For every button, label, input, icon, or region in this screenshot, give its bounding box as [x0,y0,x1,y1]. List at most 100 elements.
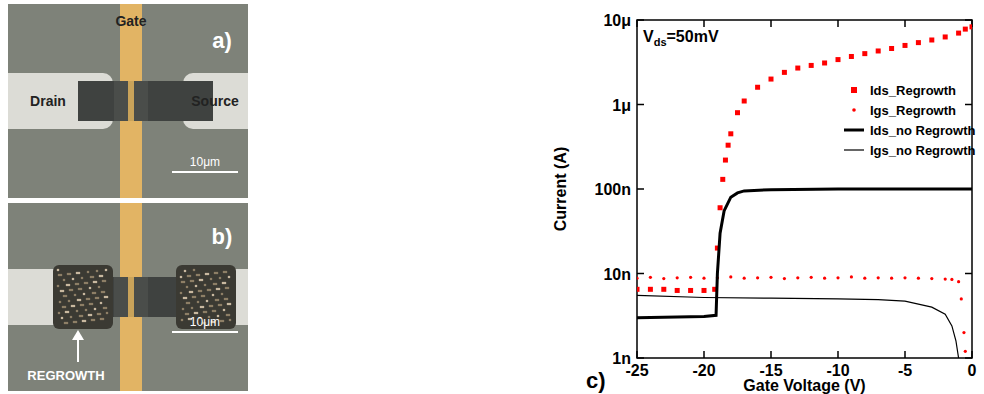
regrowth-texture [191,307,194,310]
data-point [795,66,800,71]
regrowth-texture [223,309,226,312]
regrowth-texture [186,286,189,289]
regrowth-texture [74,294,77,297]
regrowth-texture [90,276,93,279]
data-point [903,276,906,279]
legend-label: Igs_no Regrowth [870,143,976,158]
plot-data [637,24,972,358]
regrowth-texture [73,321,76,324]
regrowth-texture [226,314,229,317]
data-point [676,276,679,279]
y-axis-title: Current (A) [552,147,569,231]
data-point [889,46,894,51]
scale-bar [172,171,238,173]
data-point [702,277,705,280]
regrowth-texture [199,279,202,282]
y-tick [637,273,644,275]
regrowth-texture [92,292,95,295]
regrowth-texture [72,278,75,281]
data-point [783,277,786,280]
regrowth-texture [61,317,64,320]
regrowth-texture [96,270,99,273]
regrowth-texture [195,285,198,288]
regrowth-texture [57,285,60,288]
y-tick-label: 10μ [603,12,631,29]
regrowth-texture [58,312,61,315]
regrowth-texture [60,290,63,293]
regrowth-texture [68,300,71,303]
data-point [720,177,725,182]
data-point [836,276,839,279]
regrowth-texture [65,311,68,314]
annotation-tail: =50mV [667,28,719,45]
regrowth-texture [59,301,62,304]
scale-bar-label: 10μm [190,155,220,169]
regrowth-texture [57,269,60,272]
panel-label: b) [212,224,233,249]
data-point [769,77,774,82]
regrowth-texture [206,300,209,303]
regrowth-texture [197,301,200,304]
regrowth-texture [106,312,109,315]
series-line [637,295,959,358]
data-point [718,205,723,210]
scale-bar [172,331,238,333]
regrowth-texture [181,281,184,284]
regrowth-texture [76,310,79,313]
data-point [890,277,893,280]
data-point [943,34,948,39]
plot-frame [637,20,972,358]
regrowth-texture [181,319,184,322]
data-point [823,277,826,280]
micrograph-background [8,4,248,198]
regrowth-texture [212,310,215,313]
regrowth-texture [94,308,97,311]
regrowth-texture [99,275,102,278]
legend-swatch [851,87,857,93]
data-point [850,275,853,278]
regrowth-texture [196,274,199,277]
data-point [782,70,787,75]
data-point [956,31,961,36]
regrowth-texture [215,299,218,302]
data-point [662,277,665,280]
data-point [726,143,731,148]
data-point [809,63,814,68]
data-point [689,276,692,279]
data-point [960,297,963,300]
drain-label: Drain [30,93,66,109]
x-tick [904,351,906,358]
regrowth-texture [88,314,91,317]
data-point [877,276,880,279]
gate-gap [114,81,148,121]
regrowth-texture [87,271,90,274]
data-point [735,110,740,115]
gate-finger [128,277,134,317]
y-tick [637,188,644,190]
regrowth-texture [100,302,103,305]
regrowth-texture [91,319,94,322]
x-tick-label: -5 [898,362,912,379]
regrowth-texture [227,303,230,306]
data-point [862,51,867,56]
data-point [916,40,921,45]
regrowth-texture [219,277,222,280]
source-label: Source [191,93,239,109]
regrowth-texture [69,289,72,292]
data-point [637,287,640,292]
regrowth-texture [104,296,107,299]
regrowth-texture [182,308,185,311]
data-point [649,276,652,279]
data-point [964,350,967,353]
regrowth-texture [75,283,78,286]
regrowth-texture [187,275,190,278]
x-tick [770,20,772,27]
regrowth-texture [190,280,193,283]
regrowth-texture [218,304,221,307]
regrowth-texture [224,298,227,301]
regrowth-texture [81,277,84,280]
data-point [742,99,747,104]
regrowth-texture [79,315,82,318]
data-point [723,158,728,163]
regrowth-texture [229,319,232,322]
